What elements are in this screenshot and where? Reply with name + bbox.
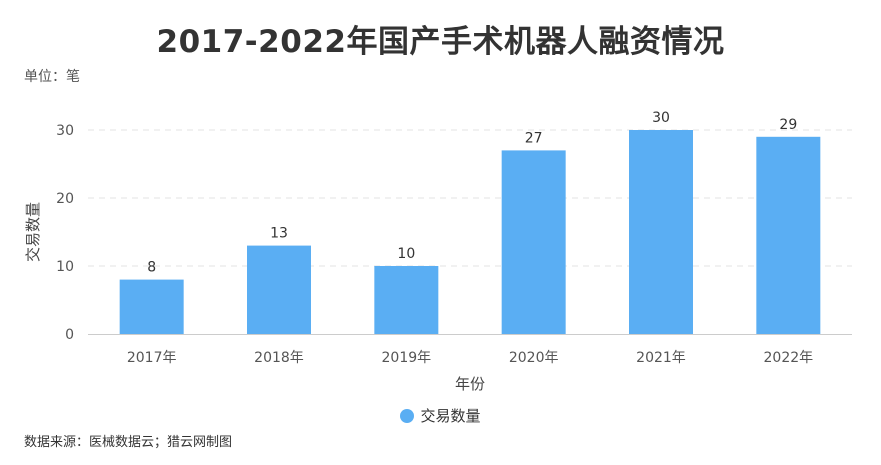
grid-layer: [88, 129, 852, 267]
legend: 交易数量: [0, 405, 881, 426]
bar: [374, 266, 439, 334]
chart-title: 2017-2022年国产手术机器人融资情况: [156, 24, 725, 60]
bar-value-label: 10: [397, 246, 415, 262]
y-tick-label: 10: [56, 259, 74, 275]
x-tick-label: 2020年: [509, 350, 559, 366]
bar: [247, 245, 311, 334]
y-tick-label: 20: [56, 191, 74, 207]
bar-value-label: 30: [652, 110, 670, 126]
legend-marker: [400, 409, 415, 423]
x-axis-title: 年份: [455, 375, 485, 393]
bar-value-label: 13: [270, 226, 288, 242]
bar: [501, 150, 566, 334]
y-tick-label: 0: [65, 327, 74, 343]
source-note: 数据来源：医械数据云；猎云网制图: [24, 435, 233, 450]
labels-layer: 0 10 20 30 8 2017年 13 2018年 10 2019年 27 2020年 30 2021…: [56, 110, 813, 366]
bar-chart: 0 10 20 30 8 2017年 13 2018年 10 2019年 27 2020年 30 2021…: [24, 110, 852, 393]
bar-value-label: 27: [525, 130, 543, 146]
x-tick-label: 2022年: [764, 350, 814, 366]
bar-value-label: 29: [779, 117, 797, 133]
x-tick-label: 2021年: [636, 350, 686, 366]
bar: [756, 136, 821, 334]
bar: [119, 279, 184, 334]
bar: [629, 130, 693, 334]
x-tick-label: 2017年: [127, 350, 177, 366]
legend-label: 交易数量: [420, 407, 481, 425]
x-tick-label: 2019年: [382, 350, 432, 366]
bar-value-label: 8: [147, 260, 156, 276]
bars-layer: [119, 130, 821, 334]
y-tick-label: 30: [56, 123, 74, 139]
y-axis-title: 交易数量: [24, 202, 42, 262]
x-tick-label: 2018年: [254, 350, 304, 366]
unit-label: 单位：笔: [24, 69, 80, 85]
